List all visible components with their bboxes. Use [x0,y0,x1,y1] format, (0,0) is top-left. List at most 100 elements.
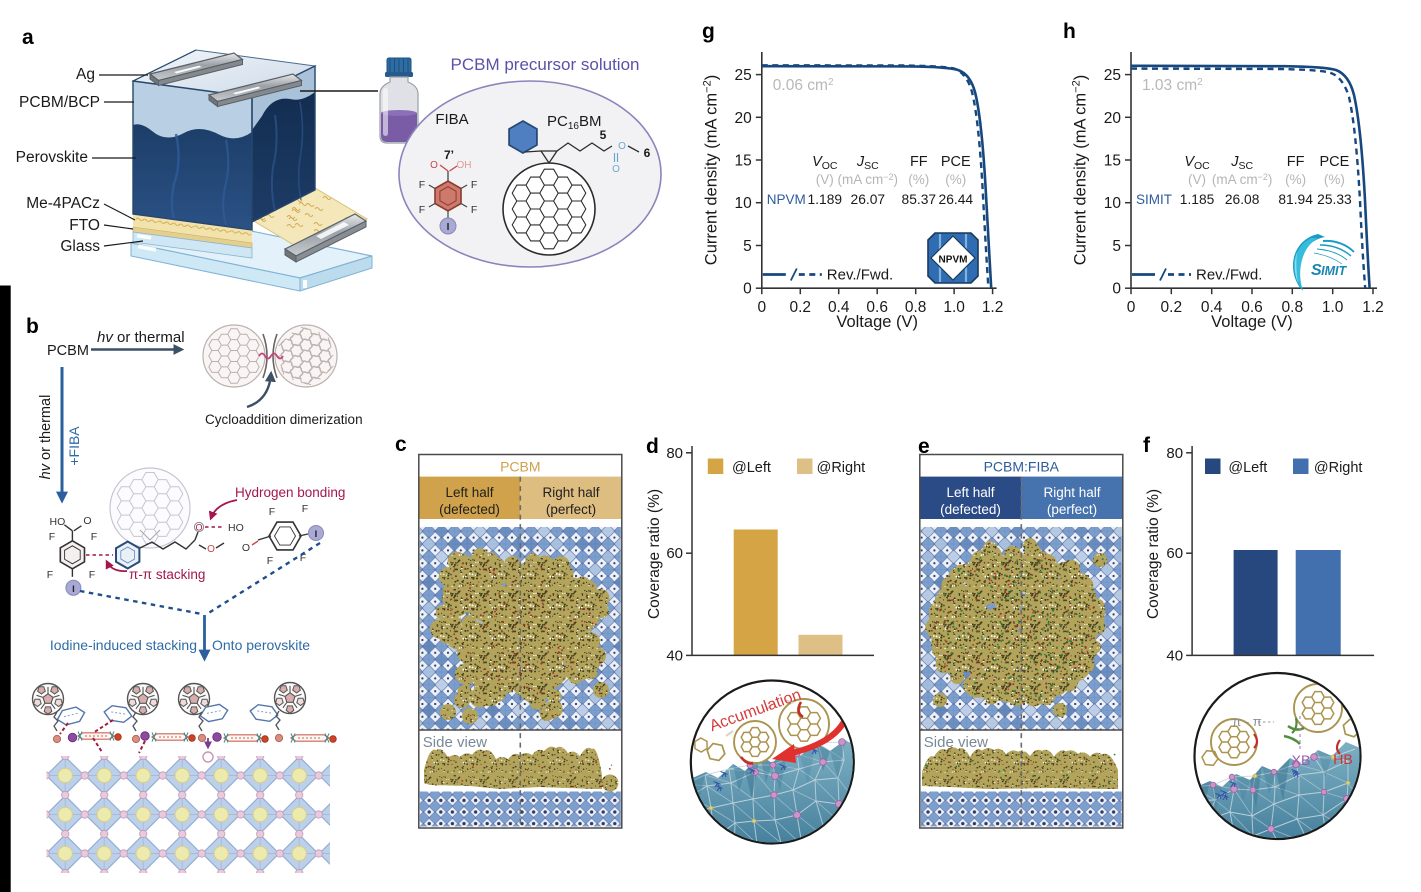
svg-text:0.8: 0.8 [905,299,927,316]
svg-text:Glass: Glass [60,238,100,255]
svg-text:Side view: Side view [423,734,487,751]
svg-text:10: 10 [1104,195,1122,212]
svg-text:+FIBA: +FIBA [66,426,82,466]
svg-text:7’: 7’ [444,148,454,162]
svg-text:@Left: @Left [732,460,771,476]
svg-text:Left half: Left half [446,485,494,500]
svg-text:Rev./Fwd.: Rev./Fwd. [1196,267,1262,284]
svg-text:I: I [447,222,450,233]
svg-text:π-π stacking: π-π stacking [129,567,205,582]
svg-text:Hydrogen bonding: Hydrogen bonding [235,485,345,500]
svg-text:6: 6 [644,146,651,160]
svg-text:1.185: 1.185 [1180,192,1215,207]
svg-text:25.33: 25.33 [1317,192,1352,207]
svg-text:(mA cm−2): (mA cm−2) [1212,172,1273,187]
svg-text:20: 20 [735,110,753,127]
svg-text:F: F [471,204,477,216]
svg-text:b: b [26,315,39,338]
svg-text:HB: HB [1333,751,1352,767]
svg-text:PC16BM: PC16BM [547,113,601,132]
svg-text:Current density (mA cm−2): Current density (mA cm−2) [1071,75,1090,265]
svg-text:0: 0 [1112,281,1121,298]
svg-text:80: 80 [666,445,683,462]
svg-text:d: d [646,435,659,458]
svg-text:h: h [1063,20,1076,43]
svg-text:0.2: 0.2 [1161,299,1183,316]
svg-text:π - π: π - π [1232,714,1262,729]
svg-text:81.94: 81.94 [1278,192,1313,207]
svg-text:(defected): (defected) [439,502,500,517]
svg-text:80: 80 [1166,445,1183,462]
svg-text:0.2: 0.2 [789,299,811,316]
svg-text:f: f [1143,434,1151,457]
svg-text:c: c [395,433,407,456]
svg-text:F: F [267,555,273,567]
svg-text:NPVM: NPVM [767,192,806,207]
svg-text:@Right: @Right [817,460,866,476]
svg-text:PCBM:FIBA: PCBM:FIBA [984,459,1060,475]
svg-text:O: O [83,515,91,527]
svg-text:40: 40 [666,647,683,664]
svg-text:F: F [49,531,55,543]
svg-text:5: 5 [743,238,752,255]
svg-text:15: 15 [1104,153,1121,170]
svg-text:0.6: 0.6 [1241,299,1263,316]
svg-text:Left half: Left half [947,485,995,500]
svg-text:PCBM/BCP: PCBM/BCP [19,94,100,111]
svg-text:(defected): (defected) [940,502,1001,517]
svg-text:0: 0 [1127,299,1136,316]
svg-text:hv or thermal: hv or thermal [38,395,54,480]
svg-text:15: 15 [735,153,752,170]
svg-text:@Right: @Right [1314,460,1363,476]
svg-text:0.4: 0.4 [828,299,850,316]
svg-text:(V): (V) [816,172,834,187]
svg-text:Perovskite: Perovskite [16,149,88,166]
svg-text:(V): (V) [1188,172,1206,187]
svg-text:20: 20 [1104,110,1122,127]
svg-text:O: O [207,544,215,555]
svg-text:SIMIT: SIMIT [1311,262,1348,279]
svg-text:Side view: Side view [924,734,988,751]
svg-text:I: I [72,584,75,595]
svg-text:O: O [618,141,626,152]
svg-text:O: O [242,542,250,554]
svg-text:1.03 cm2: 1.03 cm2 [1142,77,1203,94]
svg-text:0: 0 [757,299,766,316]
svg-text:(mA cm−2): (mA cm−2) [838,172,899,187]
svg-text:(%): (%) [908,172,929,187]
svg-text:40: 40 [1166,647,1183,664]
svg-text:Voltage (V): Voltage (V) [836,313,918,331]
svg-text:HO: HO [228,522,244,534]
svg-text:F: F [471,179,477,191]
svg-text:(perfect): (perfect) [546,502,596,517]
svg-text:g: g [702,20,715,43]
svg-text:SIMIT: SIMIT [1136,192,1172,207]
svg-text:FF: FF [1287,154,1305,170]
svg-text:0.4: 0.4 [1201,299,1223,316]
svg-text:0.06 cm2: 0.06 cm2 [773,77,834,94]
svg-text:F: F [91,531,97,543]
svg-text:O: O [430,160,438,171]
svg-text:VOC: VOC [812,154,838,172]
svg-text:F: F [300,552,306,564]
svg-text:0: 0 [743,281,752,298]
svg-text:Right half: Right half [543,485,600,500]
svg-text:O: O [195,523,202,533]
svg-text:0.8: 0.8 [1282,299,1304,316]
svg-text:1.2: 1.2 [982,299,1004,316]
svg-text:Coverage ratio (%): Coverage ratio (%) [1145,489,1162,619]
svg-text:F: F [419,204,425,216]
svg-text:1.189: 1.189 [808,192,843,207]
svg-text:PCE: PCE [941,154,971,170]
svg-text:85.37: 85.37 [902,192,937,207]
svg-text:0.6: 0.6 [866,299,888,316]
svg-text:NPVM: NPVM [939,255,968,266]
svg-text:FF: FF [910,154,928,170]
svg-text:(%): (%) [1285,172,1306,187]
svg-text:O: O [612,164,620,175]
svg-text:5: 5 [1112,238,1121,255]
svg-text:Right half: Right half [1044,485,1101,500]
svg-text:60: 60 [1166,545,1183,562]
svg-text:@Left: @Left [1228,460,1267,476]
svg-text:Me-4PACz: Me-4PACz [26,195,100,212]
